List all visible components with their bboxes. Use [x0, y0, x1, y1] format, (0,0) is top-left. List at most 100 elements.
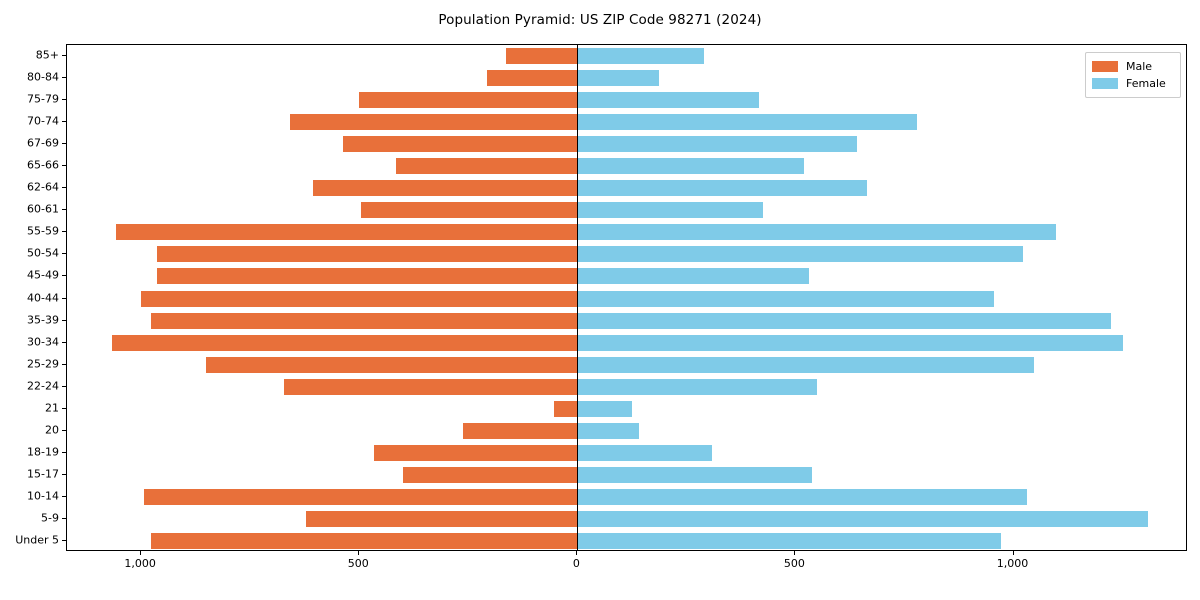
bar-male	[395, 158, 578, 175]
bar-male	[206, 356, 578, 373]
bar-male	[462, 422, 578, 439]
bar-male	[115, 224, 578, 241]
bar-female	[577, 180, 867, 197]
chart-legend: Male Female	[1085, 52, 1181, 98]
bar-female	[577, 532, 1002, 549]
legend-item-female[interactable]: Female	[1092, 75, 1174, 92]
bar-female	[577, 466, 813, 483]
y-axis-tick-mark	[62, 363, 66, 365]
y-axis-tick-label: 10-14	[27, 489, 59, 503]
y-axis-tick-mark	[62, 253, 66, 255]
bar-female	[577, 48, 705, 65]
bar-male	[359, 92, 578, 109]
bar-male	[402, 466, 578, 483]
x-axis-tick-mark	[358, 551, 360, 555]
bars-layer	[67, 45, 1186, 550]
bar-female	[577, 312, 1111, 329]
bar-female	[577, 136, 858, 153]
y-axis-tick-mark	[62, 77, 66, 79]
bar-female	[577, 488, 1027, 505]
bar-female	[577, 400, 633, 417]
bar-female	[577, 290, 995, 307]
y-axis-tick-mark	[62, 385, 66, 387]
chart-title: Population Pyramid: US ZIP Code 98271 (2…	[438, 12, 762, 28]
y-axis-tick-label: 62-64	[27, 180, 59, 194]
bar-female	[577, 92, 760, 109]
zero-axis-line	[577, 45, 579, 550]
y-axis-tick-mark	[62, 55, 66, 57]
y-axis-tick-mark	[62, 341, 66, 343]
legend-item-male[interactable]: Male	[1092, 58, 1174, 75]
y-axis-tick-mark	[62, 143, 66, 145]
bar-female	[577, 510, 1149, 527]
y-axis-tick-mark	[62, 319, 66, 321]
bar-male	[506, 48, 578, 65]
bar-female	[577, 70, 660, 87]
x-axis-tick-label: 1,000	[996, 557, 1029, 570]
bar-male	[151, 532, 578, 549]
bar-male	[141, 290, 578, 307]
y-axis-tick-mark	[62, 473, 66, 475]
bar-female	[577, 224, 1057, 241]
y-axis-tick-mark	[62, 165, 66, 167]
y-axis-tick-label: 20	[45, 423, 59, 437]
y-axis-tick-label: 45-49	[27, 268, 59, 282]
x-axis-tick-mark	[794, 551, 796, 555]
bar-female	[577, 246, 1023, 263]
legend-swatch-female	[1092, 78, 1118, 89]
y-axis-tick-label: 70-74	[27, 114, 59, 128]
y-axis-tick-mark	[62, 297, 66, 299]
bar-female	[577, 444, 713, 461]
x-axis-tick-mark	[576, 551, 578, 555]
legend-label-male: Male	[1126, 60, 1153, 73]
bar-male	[111, 334, 578, 351]
x-axis-tick-label: 500	[347, 557, 369, 570]
bar-male	[306, 510, 578, 527]
y-axis-tick-label: 85+	[35, 48, 59, 62]
y-axis-tick-mark	[62, 451, 66, 453]
x-axis-tick-mark	[1012, 551, 1014, 555]
legend-swatch-male	[1092, 61, 1118, 72]
y-axis-tick-label: 5-9	[41, 511, 59, 525]
y-axis-tick-label: 80-84	[27, 70, 59, 84]
y-axis-tick-label: 18-19	[27, 445, 59, 459]
y-axis-tick-mark	[62, 209, 66, 211]
y-axis-tick-mark	[62, 407, 66, 409]
bar-male	[290, 114, 578, 131]
legend-label-female: Female	[1126, 77, 1166, 90]
bar-female	[577, 422, 640, 439]
y-axis-tick-label: 50-54	[27, 246, 59, 260]
bar-female	[577, 268, 810, 285]
y-axis-tick-label: 15-17	[27, 467, 59, 481]
y-axis-tick-mark	[62, 275, 66, 277]
y-axis-tick-mark	[62, 231, 66, 233]
plot-area	[66, 44, 1187, 551]
bar-male	[144, 488, 578, 505]
y-axis-tick-mark	[62, 187, 66, 189]
y-axis-tick-label: 35-39	[27, 313, 59, 327]
bar-male	[373, 444, 578, 461]
x-axis-tick-label: 500	[783, 557, 805, 570]
y-axis-tick-label: 65-66	[27, 158, 59, 172]
y-axis-tick-label: 30-34	[27, 335, 59, 349]
x-axis-tick-mark	[140, 551, 142, 555]
y-axis-tick-label: 25-29	[27, 357, 59, 371]
bar-male	[157, 246, 578, 263]
bar-female	[577, 202, 763, 219]
y-axis-tick-label: 40-44	[27, 291, 59, 304]
y-axis-tick-mark	[62, 429, 66, 431]
y-axis-tick-label: 21	[45, 401, 59, 415]
y-axis-tick-mark	[62, 99, 66, 101]
y-axis-tick-mark	[62, 121, 66, 123]
bar-male	[487, 70, 578, 87]
y-axis-tick-label: Under 5	[15, 533, 59, 547]
bar-female	[577, 334, 1123, 351]
bar-male	[360, 202, 578, 219]
bar-female	[577, 114, 918, 131]
y-axis-tick-label: 75-79	[27, 92, 59, 106]
y-axis-tick-label: 55-59	[27, 224, 59, 238]
bar-male	[342, 136, 578, 153]
bar-female	[577, 378, 817, 395]
bar-male	[284, 378, 578, 395]
bar-female	[577, 158, 804, 175]
